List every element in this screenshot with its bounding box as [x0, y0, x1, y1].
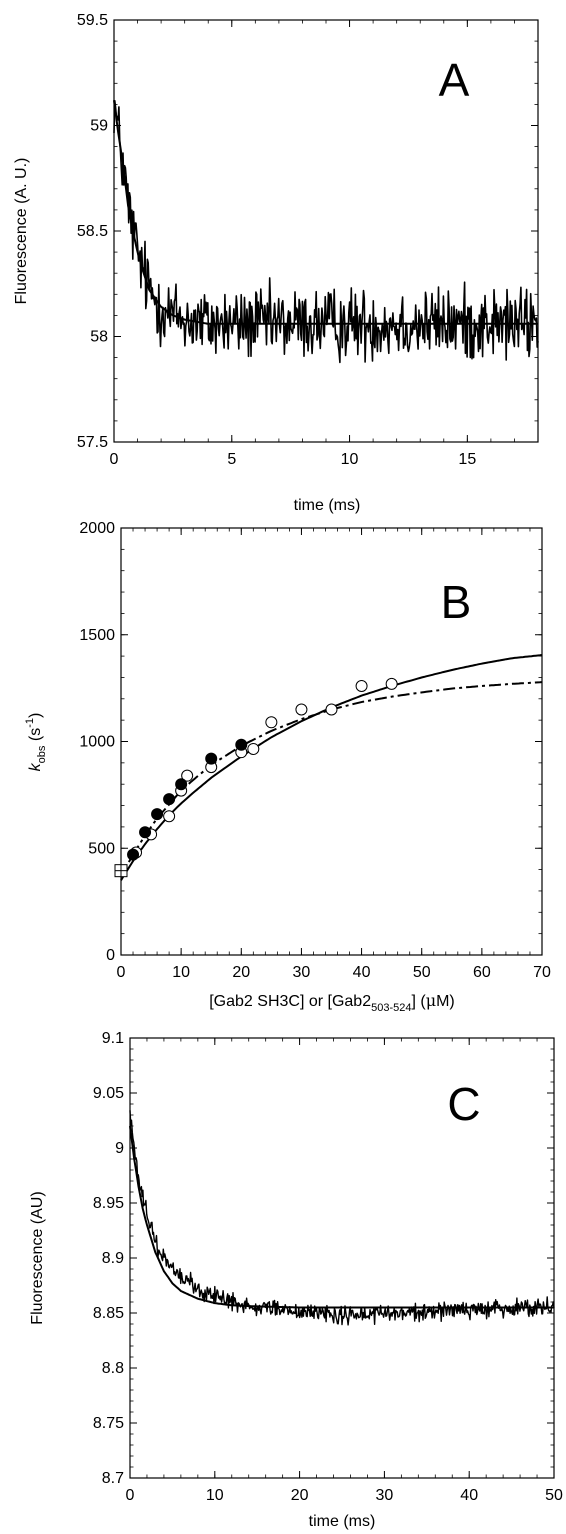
- filled-circle-point: [151, 808, 164, 821]
- x-tick-label: 40: [353, 964, 371, 981]
- panel-b-xlabel-unit: M): [436, 993, 455, 1010]
- panel-a: 0 5 10 15 57.5 58 58.5 59 59.5 A time (ms) Fluo…: [13, 12, 539, 514]
- open-circle-point: [355, 679, 368, 692]
- y-tick-label: 8.9: [102, 1250, 124, 1267]
- panel-c-plot-frame: [129, 1037, 555, 1479]
- filled-circle-point: [235, 738, 248, 751]
- x-tick-label: 70: [533, 964, 551, 981]
- panel-a-x-ticks: 0 5 10 15: [110, 20, 539, 468]
- y-tick-label: 9.1: [102, 1030, 124, 1047]
- y-tick-label: 9: [115, 1140, 124, 1157]
- panel-a-letter: A: [439, 54, 470, 106]
- panel-b-ylabel-close: ): [27, 713, 44, 718]
- filled-circle-point: [175, 778, 188, 791]
- panel-b-xlabel-bracket: ] (: [411, 993, 426, 1010]
- x-tick-label: 20: [232, 964, 250, 981]
- x-tick-label: 0: [126, 1487, 135, 1504]
- filled-circle-point: [205, 752, 218, 765]
- panel-a-series: [113, 100, 539, 364]
- panel-c-letter: C: [447, 1078, 480, 1130]
- panel-c-y-ticks: 8.7 8.75 8.8 8.85 8.9 8.95 9 9.05 9.1: [93, 1030, 554, 1487]
- panel-b-ylabel-superscript: -1: [24, 718, 36, 728]
- y-tick-label: 1500: [79, 627, 115, 644]
- x-tick-label: 0: [110, 451, 119, 468]
- panel-b-x-axis-title: [Gab2 SH3C] or [Gab2503-524] (μM): [209, 991, 455, 1014]
- filled-circle-point: [139, 826, 152, 839]
- noisy-trace-line: [129, 1110, 555, 1326]
- panel-b-letter: B: [441, 576, 472, 628]
- panel-b-xlabel-mu: μ: [426, 991, 436, 1010]
- panel-b: 0 10 20 30 40 50 60 70 0 500 1000 1500 2000 B [Gab2…: [24, 520, 551, 1014]
- x-tick-label: 50: [545, 1487, 563, 1504]
- open-circle-point: [325, 703, 338, 716]
- panel-b-ylabel-unit: (s: [27, 728, 44, 746]
- x-tick-label: 15: [458, 451, 476, 468]
- y-tick-label: 8.8: [102, 1360, 124, 1377]
- x-tick-label: 5: [227, 451, 236, 468]
- x-tick-label: 40: [460, 1487, 478, 1504]
- x-tick-label: 10: [341, 451, 359, 468]
- y-tick-label: 9.05: [93, 1085, 124, 1102]
- x-tick-label: 20: [291, 1487, 309, 1504]
- filled-circle-point: [127, 848, 140, 861]
- y-tick-label: 58.5: [77, 223, 108, 240]
- y-tick-label: 500: [88, 840, 115, 857]
- open-circle-point: [163, 810, 176, 823]
- y-tick-label: 1000: [79, 734, 115, 751]
- y-tick-label: 8.95: [93, 1195, 124, 1212]
- panel-a-plot-frame: [113, 19, 539, 443]
- y-tick-label: 8.75: [93, 1415, 124, 1432]
- panel-c-x-ticks: 0 10 20 30 40 50: [126, 1038, 563, 1504]
- panel-c-x-axis-title: time (ms): [309, 1513, 376, 1530]
- panel-c-series: [129, 1110, 555, 1326]
- x-tick-label: 10: [206, 1487, 224, 1504]
- noisy-trace-line: [113, 100, 539, 364]
- panel-c-y-axis-title: Fluorescence (AU): [29, 1191, 46, 1324]
- open-circle-point: [385, 677, 398, 690]
- panel-a-y-ticks: 57.5 58 58.5 59 59.5: [77, 12, 538, 451]
- y-tick-label: 2000: [79, 520, 115, 537]
- x-tick-label: 10: [172, 964, 190, 981]
- y-tick-label: 59.5: [77, 12, 108, 29]
- y-tick-label: 8.7: [102, 1470, 124, 1487]
- y-tick-label: 0: [106, 947, 115, 964]
- x-tick-label: 60: [473, 964, 491, 981]
- fit-curve-solid: [120, 654, 543, 881]
- y-tick-label: 58: [90, 329, 108, 346]
- panel-b-plot-frame: [120, 527, 543, 956]
- panel-b-x-ticks: 0 10 20 30 40 50 60 70: [117, 528, 551, 981]
- x-tick-label: 50: [413, 964, 431, 981]
- fit-line: [129, 1125, 554, 1309]
- open-circle-point: [265, 716, 278, 729]
- panel-b-ylabel-k: k: [27, 762, 44, 771]
- x-tick-label: 30: [293, 964, 311, 981]
- open-circle-point: [181, 769, 194, 782]
- panel-a-y-axis-title: Fluorescence (A. U.): [13, 158, 30, 305]
- y-tick-label: 57.5: [77, 434, 108, 451]
- panel-b-ylabel-subscript: obs: [36, 745, 48, 763]
- panel-b-xlabel-subscript: 503-524: [371, 1002, 411, 1014]
- filled-circle-point: [163, 793, 176, 806]
- panel-b-y-ticks: 0 500 1000 1500 2000: [79, 520, 542, 964]
- open-circle-point: [247, 742, 260, 755]
- panel-c: 0 10 20 30 40 50 8.7 8.75 8.8 8.85 8.9 8.95 9 9.05 9.…: [29, 1030, 563, 1530]
- x-tick-label: 0: [117, 964, 126, 981]
- fit-line: [113, 100, 538, 325]
- y-tick-label: 8.85: [93, 1305, 124, 1322]
- panel-b-xlabel-main: [Gab2 SH3C] or [Gab2: [209, 993, 371, 1010]
- y-tick-label: 59: [90, 118, 108, 135]
- x-tick-label: 30: [376, 1487, 394, 1504]
- open-circle-point: [295, 703, 308, 716]
- panel-a-x-axis-title: time (ms): [294, 497, 361, 514]
- panel-b-series: [114, 654, 543, 881]
- panel-b-y-axis-title: kobs (s-1): [24, 713, 48, 772]
